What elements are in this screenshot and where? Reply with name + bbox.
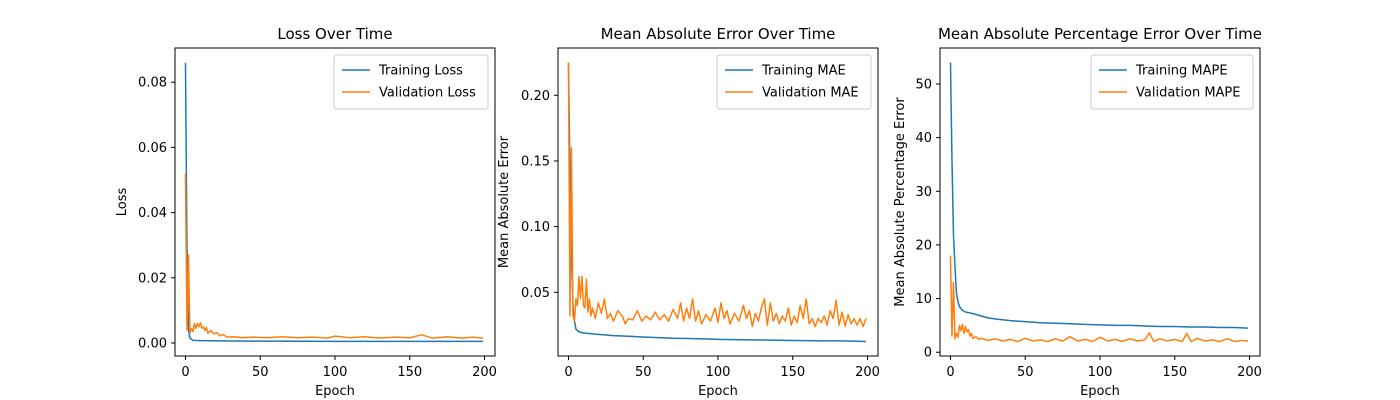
x-tick-label: 200 xyxy=(855,365,880,380)
chart-title: Mean Absolute Percentage Error Over Time xyxy=(938,25,1262,43)
x-axis-label: Epoch xyxy=(1080,384,1120,399)
x-tick-label: 200 xyxy=(1237,365,1262,380)
legend-label: Training Loss xyxy=(378,64,463,79)
series-line-validation xyxy=(567,62,867,328)
y-tick-label: 30 xyxy=(915,185,932,200)
legend: Training MAE Validation MAE xyxy=(716,54,872,110)
legend-box xyxy=(333,54,489,110)
y-tick-label: 0.20 xyxy=(521,89,550,104)
chart-2: Mean Absolute Error Over Time 0 50 100 150 20… xyxy=(497,25,880,399)
x-tick-label: 50 xyxy=(1017,365,1034,380)
y-axis-label: Mean Absolute Percentage Error xyxy=(893,97,908,307)
y-axis-label: Mean Absolute Error xyxy=(497,135,512,268)
y-tick-label: 0.05 xyxy=(521,286,550,301)
x-tick-label: 50 xyxy=(635,365,652,380)
chart-3: Mean Absolute Percentage Error Over Time… xyxy=(893,25,1262,399)
legend: Training MAPE Validation MAPE xyxy=(1090,54,1254,110)
legend-box xyxy=(716,54,872,110)
y-tick-label: 0.08 xyxy=(138,76,167,91)
legend-label: Training MAPE xyxy=(1135,64,1228,79)
x-axis-label: Epoch xyxy=(698,384,738,399)
chart-title: Mean Absolute Error Over Time xyxy=(601,25,836,43)
y-tick-label: 20 xyxy=(915,238,932,253)
x-tick-label: 0 xyxy=(946,365,954,380)
chart-title: Loss Over Time xyxy=(277,25,392,43)
x-tick-label: 150 xyxy=(397,365,422,380)
legend-label: Validation Loss xyxy=(379,86,476,101)
y-tick-label: 0.10 xyxy=(521,220,550,235)
y-tick-label: 0.02 xyxy=(138,271,167,286)
chart-1: Loss Over Time 0 50 100 150 200 0.00 0.02 0.04 0.… xyxy=(115,25,497,399)
x-tick-label: 100 xyxy=(323,365,348,380)
x-tick-label: 100 xyxy=(706,365,731,380)
x-tick-label: 50 xyxy=(252,365,269,380)
legend-label: Training MAE xyxy=(761,64,846,79)
x-tick-label: 150 xyxy=(780,365,805,380)
series-line-validation xyxy=(949,255,1249,343)
y-tick-label: 0.00 xyxy=(138,336,167,351)
series-line-training xyxy=(949,62,1249,329)
y-tick-label: 0.06 xyxy=(138,141,167,156)
legend-label: Validation MAE xyxy=(762,86,859,101)
x-tick-label: 0 xyxy=(181,365,189,380)
x-axis-label: Epoch xyxy=(315,384,355,399)
y-tick-label: 40 xyxy=(915,131,932,146)
x-tick-label: 200 xyxy=(472,365,497,380)
x-tick-label: 0 xyxy=(564,365,572,380)
y-tick-label: 0.15 xyxy=(521,154,550,169)
legend-label: Validation MAPE xyxy=(1136,86,1241,101)
legend: Training Loss Validation Loss xyxy=(333,54,489,110)
x-tick-label: 150 xyxy=(1162,365,1187,380)
x-tick-label: 100 xyxy=(1088,365,1113,380)
y-axis-label: Loss xyxy=(115,188,130,217)
series-line-training xyxy=(567,62,867,343)
series-line-validation xyxy=(184,173,484,339)
y-tick-label: 50 xyxy=(915,77,932,92)
y-tick-label: 0 xyxy=(924,346,932,361)
legend-box xyxy=(1090,54,1254,110)
y-tick-label: 10 xyxy=(915,292,932,307)
y-tick-label: 0.04 xyxy=(138,206,167,221)
